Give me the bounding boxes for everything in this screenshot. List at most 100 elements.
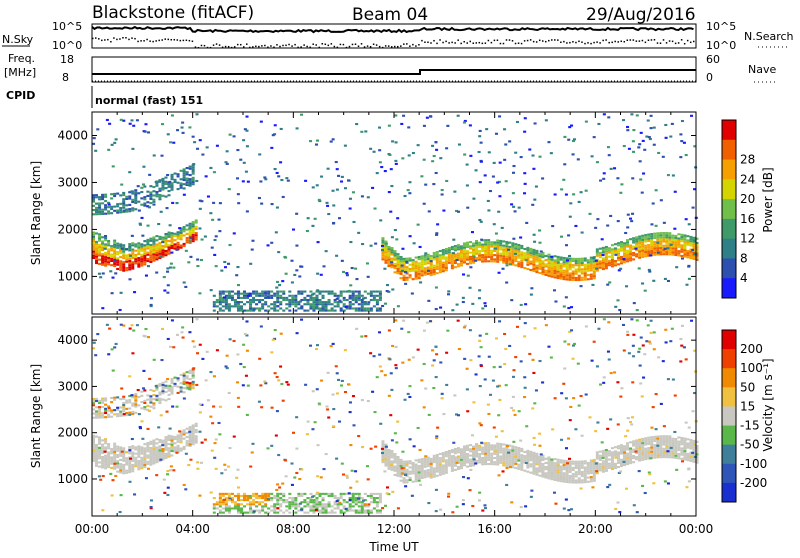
velocity-cell bbox=[137, 456, 140, 458]
velocity-cell bbox=[578, 473, 581, 475]
power-cell bbox=[332, 190, 335, 192]
velocity-cell bbox=[490, 463, 493, 465]
velocity-cell bbox=[460, 465, 463, 467]
power-cell bbox=[164, 237, 167, 239]
power-cell bbox=[149, 248, 152, 250]
power-cell bbox=[143, 205, 146, 207]
power-cell bbox=[602, 178, 605, 180]
nsearch-point bbox=[382, 47, 384, 49]
velocity-cell bbox=[113, 399, 116, 401]
power-cell bbox=[644, 253, 647, 255]
power-cell bbox=[502, 257, 505, 259]
velocity-cell bbox=[620, 444, 623, 446]
power-cell bbox=[532, 154, 535, 156]
velocity-cell bbox=[312, 501, 315, 503]
velocity-cell bbox=[466, 447, 469, 449]
power-cell bbox=[119, 260, 122, 262]
power-cell bbox=[436, 266, 439, 268]
velocity-cell bbox=[116, 462, 119, 464]
power-cell bbox=[367, 303, 370, 305]
velocity-cell bbox=[677, 443, 680, 445]
power-cell bbox=[460, 264, 463, 266]
power-cell bbox=[281, 280, 284, 282]
power-cell bbox=[340, 180, 343, 182]
velocity-cell bbox=[288, 505, 291, 507]
velocity-cell bbox=[107, 460, 110, 462]
power-cell bbox=[517, 263, 520, 265]
velocity-cell bbox=[193, 346, 196, 348]
power-cell bbox=[352, 297, 355, 299]
power-cell bbox=[629, 253, 632, 255]
velocity-cell bbox=[427, 469, 430, 471]
velocity-cell bbox=[180, 450, 183, 452]
power-cell bbox=[430, 274, 433, 276]
velocity-cell bbox=[128, 452, 131, 454]
power-cell bbox=[689, 253, 692, 255]
power-cell bbox=[508, 261, 511, 263]
power-cell bbox=[361, 195, 364, 197]
velocity-cell bbox=[319, 503, 322, 505]
velocity-cell bbox=[689, 458, 692, 460]
velocity-cell bbox=[650, 444, 653, 446]
velocity-cell bbox=[581, 460, 584, 462]
velocity-cell bbox=[94, 354, 97, 356]
velocity-cell bbox=[526, 466, 529, 468]
velocity-cell bbox=[279, 505, 282, 507]
power-cell bbox=[560, 269, 563, 271]
velocity-cell bbox=[113, 453, 116, 455]
power-cell bbox=[560, 271, 563, 273]
power-cell bbox=[336, 189, 339, 191]
velocity-cell bbox=[641, 452, 644, 454]
velocity-cell bbox=[367, 512, 370, 514]
power-cell bbox=[131, 207, 134, 209]
power-cell bbox=[683, 251, 686, 253]
nsearch-point bbox=[503, 43, 505, 45]
velocity-cell bbox=[303, 493, 306, 495]
power-cell bbox=[388, 154, 391, 156]
nsearch-point bbox=[460, 43, 462, 45]
velocity-cell bbox=[647, 437, 650, 439]
velocity-cell bbox=[119, 469, 122, 471]
velocity-cell bbox=[119, 413, 122, 415]
velocity-cell bbox=[578, 471, 581, 473]
power-cell bbox=[249, 305, 252, 307]
velocity-cell bbox=[390, 456, 393, 458]
power-cell bbox=[547, 141, 550, 143]
velocity-cell bbox=[488, 356, 491, 358]
velocity-cell bbox=[499, 460, 502, 462]
power-cell bbox=[674, 239, 677, 241]
velocity-cell bbox=[234, 505, 237, 507]
power-cell bbox=[119, 265, 122, 267]
velocity-cell bbox=[439, 468, 442, 470]
power-cell bbox=[607, 146, 610, 148]
power-cell bbox=[541, 265, 544, 267]
power-cell bbox=[393, 271, 396, 273]
velocity-cell bbox=[436, 475, 439, 477]
velocity-cell bbox=[544, 474, 547, 476]
power-cell bbox=[680, 140, 683, 142]
power-cell bbox=[460, 252, 463, 254]
velocity-cell bbox=[614, 450, 617, 452]
velocity-cell bbox=[131, 396, 134, 398]
velocity-cell bbox=[355, 512, 358, 514]
power-cell bbox=[237, 293, 240, 295]
power-cell bbox=[122, 263, 125, 265]
velocity-cell bbox=[116, 446, 119, 448]
velocity-cell bbox=[352, 499, 355, 501]
velocity-cell bbox=[415, 478, 418, 480]
velocity-cell bbox=[334, 503, 337, 505]
power-cell bbox=[171, 202, 174, 204]
power-cell bbox=[98, 248, 101, 250]
velocity-cell bbox=[463, 458, 466, 460]
nsearch-point bbox=[403, 43, 405, 45]
power-cell bbox=[397, 305, 400, 307]
velocity-cell bbox=[554, 477, 557, 479]
velocity-cell bbox=[632, 444, 635, 446]
power-cell bbox=[101, 257, 104, 259]
power-cell bbox=[146, 191, 149, 193]
velocity-cell bbox=[656, 440, 659, 442]
velocity-cell bbox=[119, 453, 122, 455]
power-cell bbox=[626, 254, 629, 256]
nsearch-point bbox=[624, 41, 626, 43]
velocity-cell bbox=[397, 462, 400, 464]
